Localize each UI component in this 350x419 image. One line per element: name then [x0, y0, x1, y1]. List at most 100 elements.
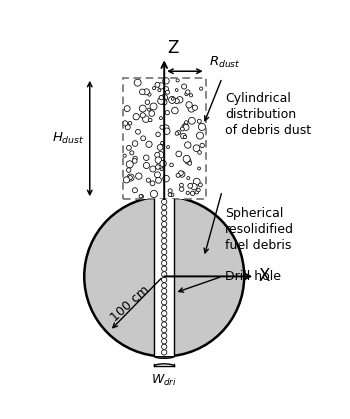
Text: Spherical
resolidified
fuel debris: Spherical resolidified fuel debris [225, 207, 294, 253]
Circle shape [198, 123, 205, 130]
Circle shape [148, 118, 152, 122]
Circle shape [132, 188, 138, 193]
Circle shape [160, 168, 163, 171]
Circle shape [134, 117, 137, 119]
Circle shape [139, 194, 142, 198]
Circle shape [183, 123, 188, 128]
Bar [123, 78, 205, 199]
Circle shape [162, 316, 167, 322]
Circle shape [184, 121, 188, 124]
Circle shape [146, 178, 150, 182]
Circle shape [157, 152, 164, 158]
Circle shape [188, 106, 195, 112]
Circle shape [198, 167, 201, 170]
Circle shape [156, 132, 160, 137]
Circle shape [166, 90, 169, 94]
Circle shape [170, 193, 174, 197]
Circle shape [162, 261, 167, 266]
Circle shape [181, 133, 186, 139]
Circle shape [197, 188, 200, 192]
Circle shape [170, 163, 173, 167]
Circle shape [158, 89, 161, 92]
Circle shape [161, 142, 164, 145]
Circle shape [136, 173, 142, 179]
Circle shape [130, 151, 134, 155]
Circle shape [126, 168, 131, 172]
Circle shape [162, 98, 165, 101]
Circle shape [175, 132, 178, 135]
Circle shape [144, 89, 149, 95]
Circle shape [163, 78, 169, 84]
Circle shape [172, 107, 178, 114]
Circle shape [172, 98, 174, 100]
Circle shape [134, 79, 141, 86]
Circle shape [162, 244, 167, 249]
Circle shape [195, 191, 198, 194]
Circle shape [197, 119, 201, 123]
Circle shape [162, 344, 167, 349]
Circle shape [188, 161, 191, 165]
Circle shape [154, 172, 160, 178]
Circle shape [153, 191, 157, 195]
Circle shape [146, 141, 152, 147]
Text: 100 cm: 100 cm [108, 283, 152, 325]
Bar [123, 78, 205, 199]
Circle shape [148, 93, 151, 96]
Circle shape [196, 132, 203, 139]
Circle shape [124, 106, 130, 111]
Text: $W_{dri}$: $W_{dri}$ [151, 373, 177, 388]
Circle shape [144, 155, 149, 160]
Circle shape [161, 94, 168, 101]
Circle shape [187, 176, 190, 180]
Circle shape [141, 136, 146, 141]
Circle shape [183, 135, 187, 139]
Circle shape [163, 175, 169, 182]
Circle shape [123, 154, 126, 157]
Circle shape [162, 283, 167, 288]
Circle shape [158, 83, 164, 89]
Circle shape [182, 125, 185, 128]
Circle shape [161, 99, 167, 105]
Circle shape [148, 108, 150, 111]
Circle shape [157, 145, 163, 150]
Circle shape [145, 100, 150, 104]
Circle shape [150, 181, 155, 186]
Circle shape [176, 151, 182, 157]
Circle shape [150, 103, 157, 110]
Circle shape [124, 177, 130, 183]
Circle shape [183, 124, 189, 130]
Circle shape [199, 87, 203, 90]
Text: Cylindrical
distribution
of debris dust: Cylindrical distribution of debris dust [225, 92, 311, 137]
Circle shape [161, 141, 164, 145]
Text: X: X [259, 267, 270, 285]
Circle shape [163, 128, 170, 134]
Circle shape [160, 160, 166, 167]
Text: $H_{dust}$: $H_{dust}$ [52, 131, 84, 146]
Circle shape [155, 153, 160, 158]
Text: $R_{dust}$: $R_{dust}$ [209, 55, 241, 70]
Circle shape [133, 156, 137, 160]
Circle shape [159, 96, 163, 100]
Circle shape [139, 194, 144, 199]
Circle shape [162, 350, 167, 355]
Circle shape [183, 155, 190, 162]
Text: Drill hole: Drill hole [225, 270, 281, 283]
Circle shape [189, 94, 193, 97]
Circle shape [168, 189, 172, 193]
Circle shape [150, 190, 158, 197]
Circle shape [156, 165, 160, 169]
Circle shape [84, 197, 244, 357]
Circle shape [162, 227, 167, 233]
Circle shape [128, 122, 132, 125]
Circle shape [193, 105, 197, 110]
Circle shape [162, 222, 167, 227]
Circle shape [178, 171, 183, 176]
Circle shape [127, 174, 134, 181]
Circle shape [162, 266, 167, 272]
Circle shape [140, 89, 145, 95]
Circle shape [160, 116, 162, 120]
Circle shape [126, 161, 133, 168]
Circle shape [180, 183, 183, 187]
Circle shape [162, 305, 167, 310]
Circle shape [188, 117, 195, 124]
